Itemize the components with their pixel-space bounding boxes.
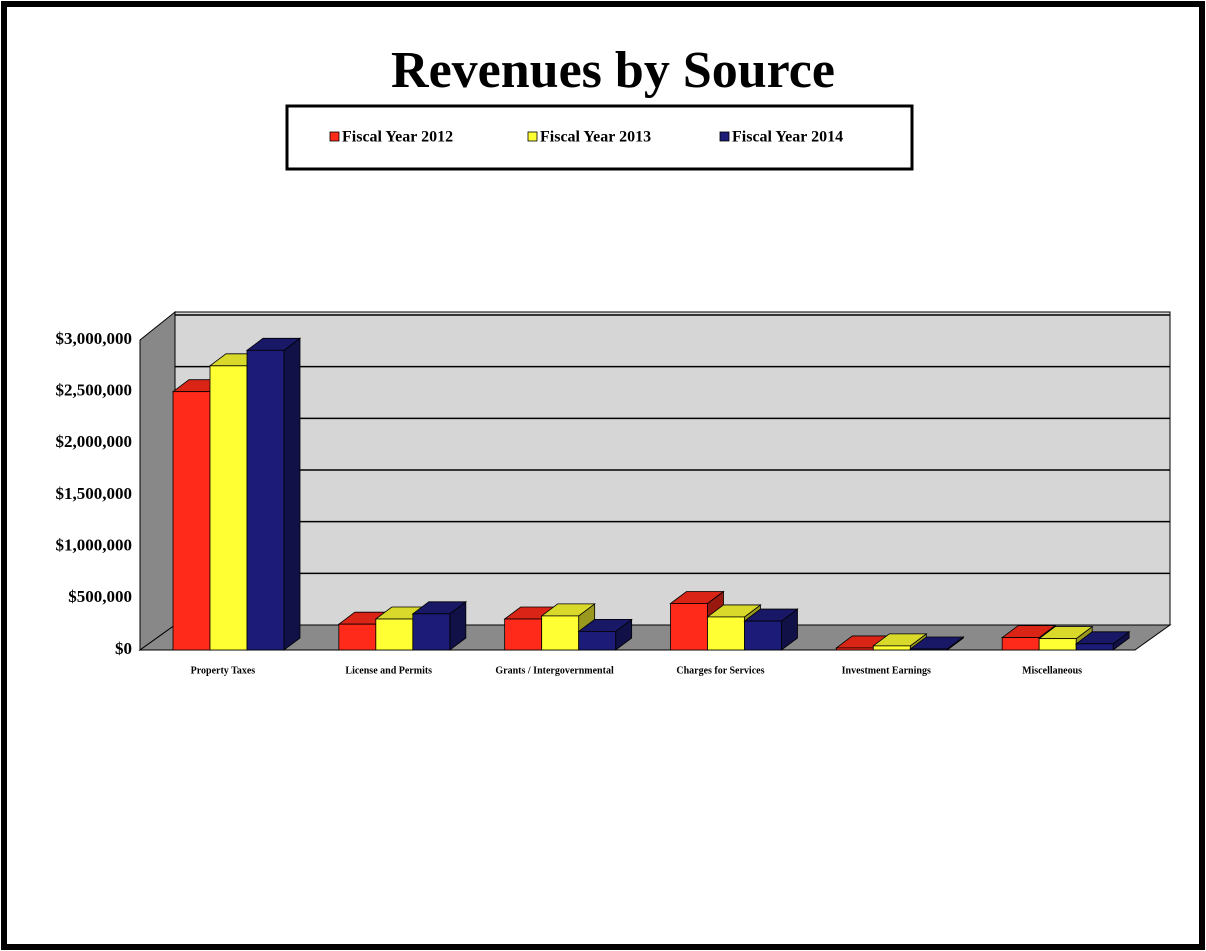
legend-label: Fiscal Year 2012 bbox=[342, 129, 453, 146]
bar bbox=[172, 391, 211, 651]
x-tick-label: Grants / Intergovernmental bbox=[495, 665, 614, 676]
bar bbox=[375, 618, 414, 651]
side-wall bbox=[139, 310, 176, 651]
x-tick-label: Investment Earnings bbox=[842, 665, 931, 676]
chart-title: Revenues by Source bbox=[391, 42, 835, 99]
bar bbox=[209, 365, 248, 651]
back-wall bbox=[174, 311, 1171, 626]
bar bbox=[872, 645, 911, 651]
bar bbox=[541, 615, 580, 651]
y-tick-label: $2,000,000 bbox=[56, 432, 133, 451]
legend bbox=[285, 104, 914, 171]
bar bbox=[670, 603, 708, 651]
bar bbox=[707, 616, 745, 651]
y-tick-label: $3,000,000 bbox=[56, 329, 133, 348]
y-tick-label: $2,500,000 bbox=[56, 381, 133, 400]
bar-side bbox=[283, 337, 301, 651]
y-tick-label: $0 bbox=[115, 639, 132, 658]
bar bbox=[744, 620, 782, 651]
y-tick-label: $1,000,000 bbox=[56, 536, 133, 555]
x-tick-label: License and Permits bbox=[345, 665, 432, 676]
bar bbox=[1001, 637, 1040, 651]
bar bbox=[835, 647, 874, 651]
bar bbox=[578, 631, 617, 651]
bar bbox=[1038, 638, 1077, 651]
y-tick-label: $1,500,000 bbox=[56, 484, 133, 503]
bar bbox=[504, 618, 543, 651]
bar bbox=[412, 613, 451, 651]
x-tick-label: Charges for Services bbox=[676, 665, 764, 676]
legend-swatch bbox=[329, 131, 340, 142]
legend-label: Fiscal Year 2013 bbox=[540, 129, 651, 146]
legend-swatch bbox=[527, 131, 538, 142]
x-tick-label: Miscellaneous bbox=[1022, 665, 1082, 676]
legend-label: Fiscal Year 2014 bbox=[732, 129, 843, 146]
x-tick-label: Property Taxes bbox=[191, 665, 256, 676]
y-tick-label: $500,000 bbox=[68, 587, 132, 606]
bar bbox=[246, 349, 285, 651]
bar bbox=[338, 623, 377, 651]
bar bbox=[909, 648, 948, 651]
legend-swatch bbox=[719, 131, 730, 142]
bar bbox=[1075, 643, 1114, 651]
